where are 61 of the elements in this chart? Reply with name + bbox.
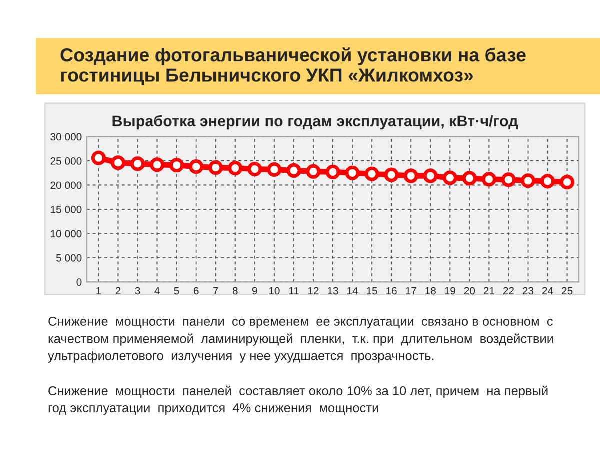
- x-tick-label: 5: [174, 287, 180, 295]
- x-tick-label: 11: [289, 287, 299, 295]
- x-tick-label: 7: [213, 287, 218, 295]
- y-tick-label: 5 000: [56, 254, 82, 262]
- x-tick-label: 25: [562, 287, 573, 295]
- x-tick-label: 8: [232, 287, 238, 295]
- point: [228, 161, 243, 176]
- x-tick-label: 19: [445, 287, 456, 295]
- x-tick-label: 9: [252, 287, 258, 295]
- x-tick-label: 13: [328, 287, 338, 295]
- y-tick-label: 15 000: [51, 206, 82, 214]
- chart-title: Создание фотогальванической установки на базе гостиницы Белыничского УКП «Жилкомхоз»: [60, 48, 526, 86]
- x-tick-label: 21: [484, 287, 494, 295]
- x-tick-label: 4: [154, 287, 160, 295]
- point: [345, 166, 360, 180]
- point: [442, 170, 458, 186]
- x-tick-label: 16: [386, 287, 397, 295]
- x-tick-label: 15: [367, 287, 378, 295]
- point: [482, 172, 496, 187]
- x-tick-label: 22: [503, 287, 514, 295]
- x-tick-label: 20: [464, 287, 476, 295]
- x-tick-label: 6: [194, 287, 199, 295]
- x-tick-label: 18: [426, 287, 436, 295]
- point: [189, 160, 204, 174]
- point: [110, 156, 126, 170]
- text: Снижение мощности панелей составляет около 10% за 10 лет, причем на первый год эксплуатации приходится 4% снижения мощности: [48, 386, 548, 416]
- point: [404, 168, 418, 184]
- point: [520, 174, 536, 188]
- point: [208, 160, 224, 176]
- point: [248, 162, 262, 177]
- point: [423, 168, 438, 184]
- point: [306, 164, 321, 179]
- x-tick-label: 2: [116, 287, 121, 295]
- y-tick-label: 20 000: [50, 182, 82, 190]
- point: [326, 164, 340, 180]
- point: [170, 158, 184, 173]
- chart-subtitle: Выработка энергии по годам эксплуатации, кВт·ч/год: [112, 115, 518, 130]
- point: [540, 174, 556, 189]
- point: [560, 175, 575, 190]
- x-tick-label: 14: [348, 287, 358, 295]
- point: [91, 150, 106, 166]
- y-tick-label: 10 000: [51, 230, 82, 238]
- y-tick-label: 0: [76, 278, 82, 286]
- point: [462, 171, 477, 186]
- point: [286, 163, 302, 178]
- point: [130, 156, 146, 172]
- x-tick-label: 10: [269, 287, 280, 295]
- x-tick-label: 24: [542, 287, 554, 295]
- point: [384, 168, 399, 182]
- x-tick-label: 3: [135, 287, 140, 295]
- point: [501, 172, 516, 188]
- x-tick-label: 17: [406, 287, 416, 295]
- x-tick-label: 12: [308, 287, 319, 295]
- x-tick-label: 1: [96, 287, 102, 295]
- point: [150, 158, 165, 172]
- point: [267, 162, 282, 178]
- point: [364, 166, 380, 182]
- y-tick-label: 30 000: [50, 133, 82, 141]
- x-tick-label: 23: [522, 287, 534, 295]
- y-tick-label: 25 000: [50, 158, 82, 165]
- text: Снижение мощности панели со временем ее эксплуатации связано в основном с качеством применяемой ламинирующей пленки, т.к. при длительном воздействии ультрафиолетового излучения у нее ухудшается прозрачность.: [48, 316, 554, 363]
